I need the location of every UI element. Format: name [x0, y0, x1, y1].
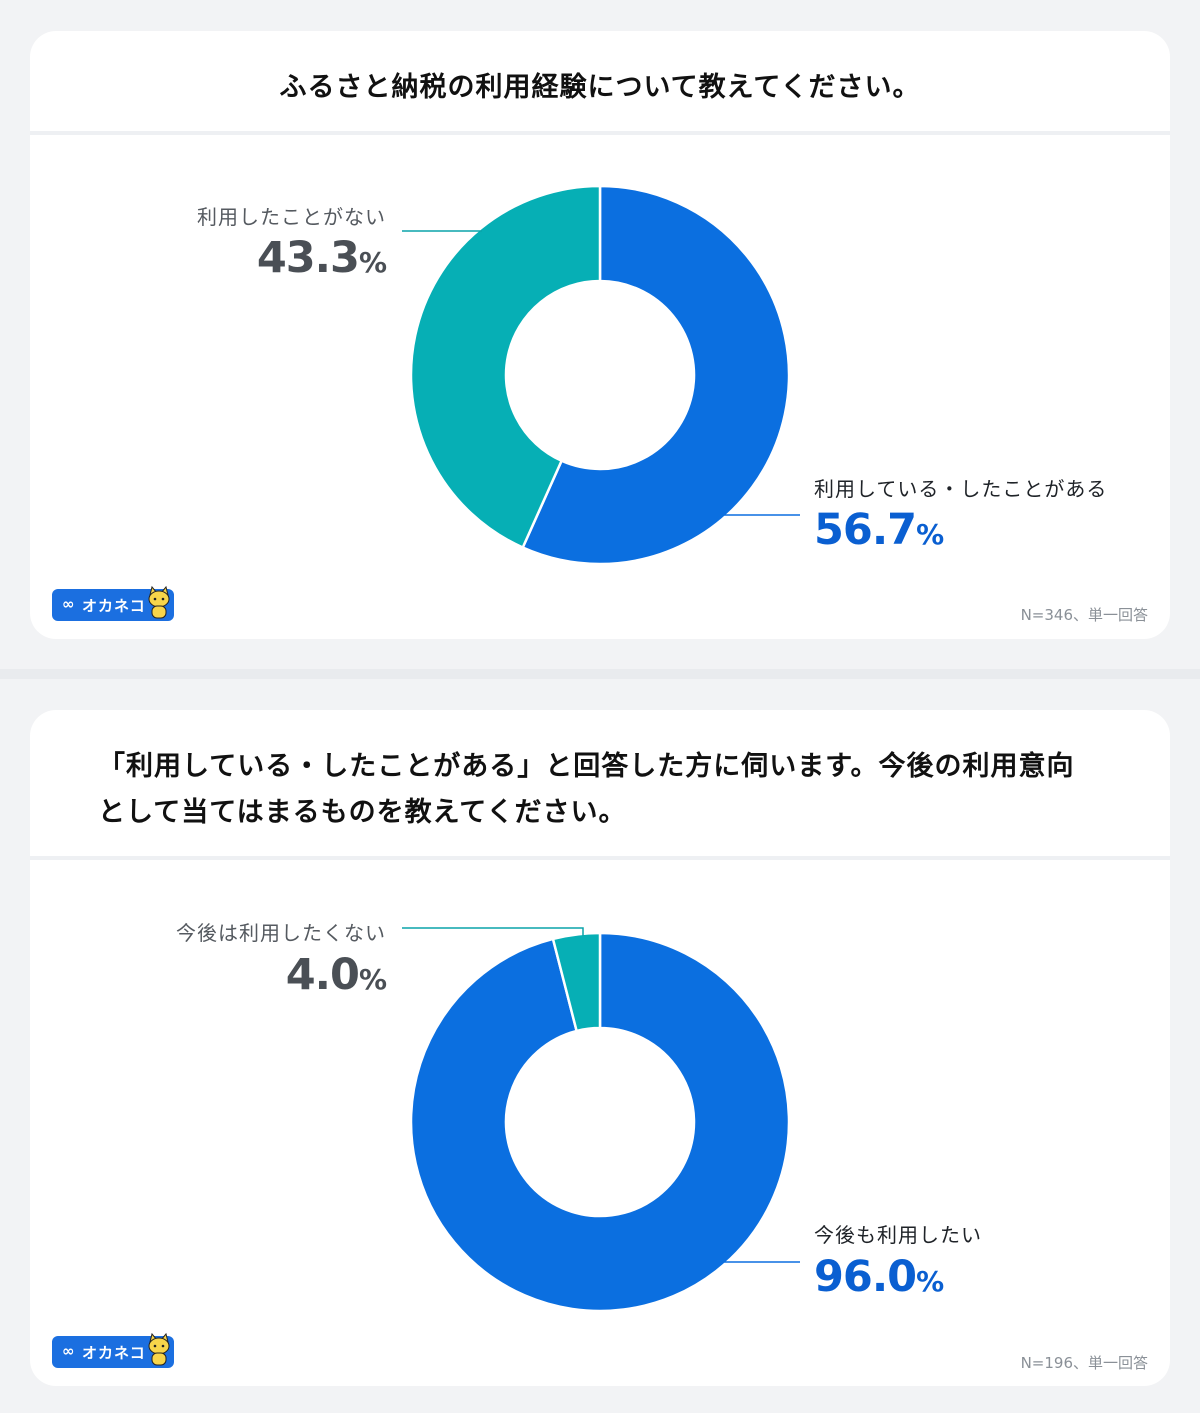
slice-value-yes: 96.0%	[814, 1252, 944, 1302]
donut-slice-1	[409, 184, 602, 550]
slice-label-yes: 今後も利用したい	[814, 1223, 982, 1247]
donut-slices	[409, 184, 791, 566]
chart-card-2: 「利用している・したことがある」と回答した方に伺います。今後の利用意向 として当…	[30, 710, 1170, 1386]
donut-slice-0	[409, 931, 791, 1313]
chart-title: ふるさと納税の利用経験について教えてください。	[279, 72, 921, 103]
slice-label-no: 今後は利用したくない	[176, 921, 386, 945]
cat-mascot-icon	[148, 585, 170, 619]
slice-value-no: 4.0%	[180, 950, 387, 1000]
slice-label-no: 利用したことがない	[197, 205, 386, 229]
leader-line-teal	[402, 927, 584, 936]
percent-sign: %	[916, 1265, 944, 1298]
card-header: 「利用している・したことがある」と回答した方に伺います。今後の利用意向 として当…	[30, 710, 1170, 860]
title-line-1: 「利用している・したことがある」と回答した方に伺います。今後の利用意向	[98, 751, 1075, 782]
infinity-icon: ∞	[62, 1342, 75, 1360]
value-number: 96.0	[814, 1252, 917, 1302]
brand-logo: ∞ オカネコ	[52, 585, 174, 621]
cat-mascot-icon	[148, 1332, 170, 1366]
donut-slice-0	[521, 184, 791, 566]
infinity-icon: ∞	[62, 595, 75, 613]
donut-slices	[409, 931, 791, 1313]
percent-sign: %	[916, 518, 944, 551]
title-line-2: として当てはまるものを教えてください。	[98, 797, 627, 828]
logo-text: オカネコ	[82, 1344, 146, 1362]
slice-value-yes: 56.7%	[814, 505, 944, 555]
card-header: ふるさと納税の利用経験について教えてください。	[30, 31, 1170, 135]
brand-logo: ∞ オカネコ	[52, 1332, 174, 1368]
donut-chart	[402, 927, 800, 1313]
donut-slice-1	[551, 931, 602, 1033]
percent-sign: %	[358, 246, 387, 279]
section-divider	[0, 669, 1200, 679]
slice-label-yes: 利用している・したことがある	[814, 477, 1108, 501]
value-number: 4.0	[285, 950, 360, 1000]
header-divider	[30, 131, 1170, 135]
percent-sign: %	[358, 963, 387, 996]
value-number: 56.7	[814, 505, 917, 555]
logo-text: オカネコ	[82, 597, 146, 615]
chart-title: 「利用している・したことがある」と回答した方に伺います。今後の利用意向 として当…	[98, 744, 1108, 836]
slice-value-no: 43.3%	[180, 233, 387, 283]
sample-note: N=196、単一回答	[1020, 1354, 1148, 1372]
chart-card-1: ふるさと納税の利用経験について教えてください。 利用したことがない 43.3% …	[30, 31, 1170, 639]
sample-note: N=346、単一回答	[1020, 606, 1148, 624]
donut-chart	[402, 184, 800, 566]
header-divider	[30, 856, 1170, 860]
value-number: 43.3	[256, 233, 360, 283]
